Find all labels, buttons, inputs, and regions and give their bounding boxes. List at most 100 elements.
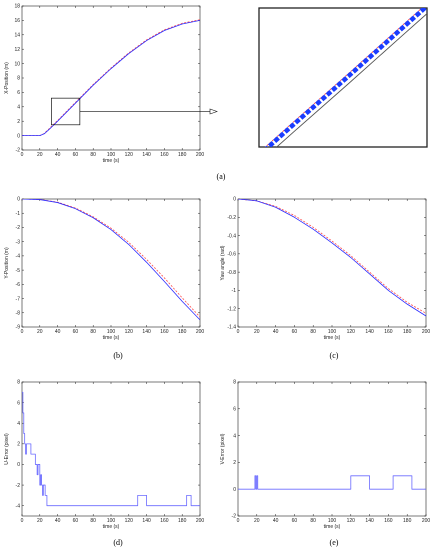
x-tick-label-d-0: 0 [21, 518, 24, 524]
series-line-b-1 [22, 199, 200, 321]
series-line-c-1 [238, 199, 426, 317]
y-tick-label-d-5: 6 [17, 400, 20, 406]
chart-a: 0 20 40 60 80 100 120 140 160 180 200-202468101214… [4, 4, 218, 164]
x-tick-label-a-4: 80 [90, 152, 96, 158]
y-tick-label-c-6: -0.2 [227, 215, 236, 221]
series-group-a [22, 19, 200, 137]
y-tick-label-d-1: -2 [16, 483, 21, 489]
x-tick-label-e-3: 60 [292, 518, 298, 524]
y-tick-label-d-6: 8 [17, 380, 20, 386]
series-line-a-zoom-1 [264, 8, 427, 147]
y-tick-label-a-4: 6 [17, 90, 20, 96]
x-tick-label-c-6: 120 [347, 329, 356, 335]
x-tick-label-a-7: 140 [142, 152, 151, 158]
x-axis-label-b: time (s) [103, 335, 120, 341]
series-group-b [22, 199, 200, 321]
x-tick-label-e-10: 200 [422, 518, 431, 524]
x-tick-label-b-2: 40 [55, 329, 61, 335]
x-axis-label-c: time (s) [324, 335, 341, 341]
caption-b: (b) [113, 351, 123, 360]
plot-frame-e [237, 381, 427, 517]
chart-b: 0 20 40 60 80 100 120 140 160 180 200 -9 -8 -7 -6 -5 -4 -… [4, 197, 204, 341]
y-tick-label-a-8: 14 [14, 33, 20, 39]
x-tick-label-d-5: 100 [107, 518, 116, 524]
x-tick-label-c-3: 60 [292, 329, 298, 335]
x-tick-label-d-1: 20 [37, 518, 43, 524]
y-tick-label-a-10: 18 [14, 4, 20, 10]
y-tick-label-b-0: -9 [16, 325, 21, 331]
y-tick-label-e-2: 2 [233, 460, 236, 466]
x-tick-label-c-9: 180 [403, 329, 412, 335]
y-tick-label-b-8: -1 [16, 211, 21, 217]
y-tick-label-a-6: 10 [14, 61, 20, 67]
y-tick-label-b-3: -6 [16, 282, 21, 288]
x-tick-label-b-8: 160 [160, 329, 169, 335]
series-line-c-0 [238, 199, 426, 314]
caption-c: (c) [330, 351, 339, 360]
x-tick-label-d-2: 40 [55, 518, 61, 524]
chart-d: 0 20 40 60 80 100 120 140 160 180 200 -4 -2 0 2 4 6 8 time… [4, 380, 204, 530]
plot-frame-a-zoom [258, 7, 428, 148]
x-tick-label-d-10: 200 [196, 518, 205, 524]
x-tick-label-e-4: 80 [310, 518, 316, 524]
zoom-arrow-head [209, 108, 218, 115]
y-tick-label-e-3: 4 [233, 433, 236, 439]
x-tick-label-c-8: 160 [384, 329, 393, 335]
x-tick-label-e-6: 120 [347, 518, 356, 524]
x-tick-label-e-9: 180 [403, 518, 412, 524]
x-tick-label-d-8: 160 [160, 518, 169, 524]
x-tick-label-e-7: 140 [365, 518, 374, 524]
x-tick-label-d-9: 180 [178, 518, 187, 524]
y-axis-label-b: Y-Position (m) [4, 247, 10, 279]
y-tick-label-d-0: -4 [16, 503, 21, 509]
x-tick-label-a-10: 200 [196, 152, 205, 158]
y-tick-label-b-9: 0 [17, 197, 20, 203]
y-tick-label-a-3: 4 [17, 105, 20, 111]
y-tick-label-d-4: 4 [17, 421, 20, 427]
y-tick-label-a-5: 8 [17, 76, 20, 82]
x-tick-label-a-9: 180 [178, 152, 187, 158]
caption-d: (d) [113, 538, 123, 547]
x-tick-label-d-7: 140 [142, 518, 151, 524]
y-tick-label-a-2: 2 [17, 119, 20, 125]
x-tick-label-c-4: 80 [310, 329, 316, 335]
y-tick-label-b-4: -5 [16, 268, 21, 274]
y-axis-label-c: Yaw angle (rad) [220, 245, 226, 280]
x-tick-label-e-5: 100 [328, 518, 337, 524]
x-tick-label-b-0: 0 [21, 329, 24, 335]
x-axis-label-d: time (s) [103, 524, 120, 530]
x-tick-label-a-3: 60 [73, 152, 79, 158]
x-tick-label-a-8: 160 [160, 152, 169, 158]
x-tick-label-e-0: 0 [237, 518, 240, 524]
y-tick-label-b-7: -2 [16, 225, 21, 231]
y-tick-label-b-1: -8 [16, 310, 21, 316]
y-tick-label-c-5: -0.4 [227, 233, 236, 239]
y-tick-label-d-2: 0 [17, 462, 20, 468]
x-axis-label-a: time (s) [103, 158, 120, 164]
x-tick-label-b-4: 80 [90, 329, 96, 335]
caption-e: (e) [330, 538, 339, 547]
x-tick-label-a-5: 100 [107, 152, 116, 158]
y-tick-label-a-7: 12 [14, 47, 20, 53]
x-tick-label-d-4: 80 [90, 518, 96, 524]
y-tick-label-c-3: -0.8 [227, 270, 236, 276]
x-tick-label-b-9: 180 [178, 329, 187, 335]
y-tick-label-c-2: -1 [232, 288, 237, 294]
y-tick-label-b-6: -3 [16, 239, 21, 245]
y-axis-label-e: V-Error (pixel) [220, 433, 226, 464]
x-tick-label-c-0: 0 [237, 329, 240, 335]
x-tick-label-a-0: 0 [21, 152, 24, 158]
x-tick-label-e-8: 160 [384, 518, 393, 524]
x-tick-label-c-7: 140 [365, 329, 374, 335]
x-tick-label-b-7: 140 [142, 329, 151, 335]
x-tick-label-a-2: 40 [55, 152, 61, 158]
y-tick-label-b-2: -7 [16, 296, 21, 302]
series-group-e [238, 475, 426, 490]
x-tick-label-b-3: 60 [73, 329, 79, 335]
y-tick-label-e-5: 8 [233, 380, 236, 386]
x-tick-label-e-2: 40 [273, 518, 279, 524]
x-tick-label-d-6: 120 [125, 518, 134, 524]
x-tick-label-e-1: 20 [254, 518, 260, 524]
y-tick-label-d-3: 2 [17, 442, 20, 448]
y-tick-label-c-1: -1.2 [227, 306, 236, 312]
